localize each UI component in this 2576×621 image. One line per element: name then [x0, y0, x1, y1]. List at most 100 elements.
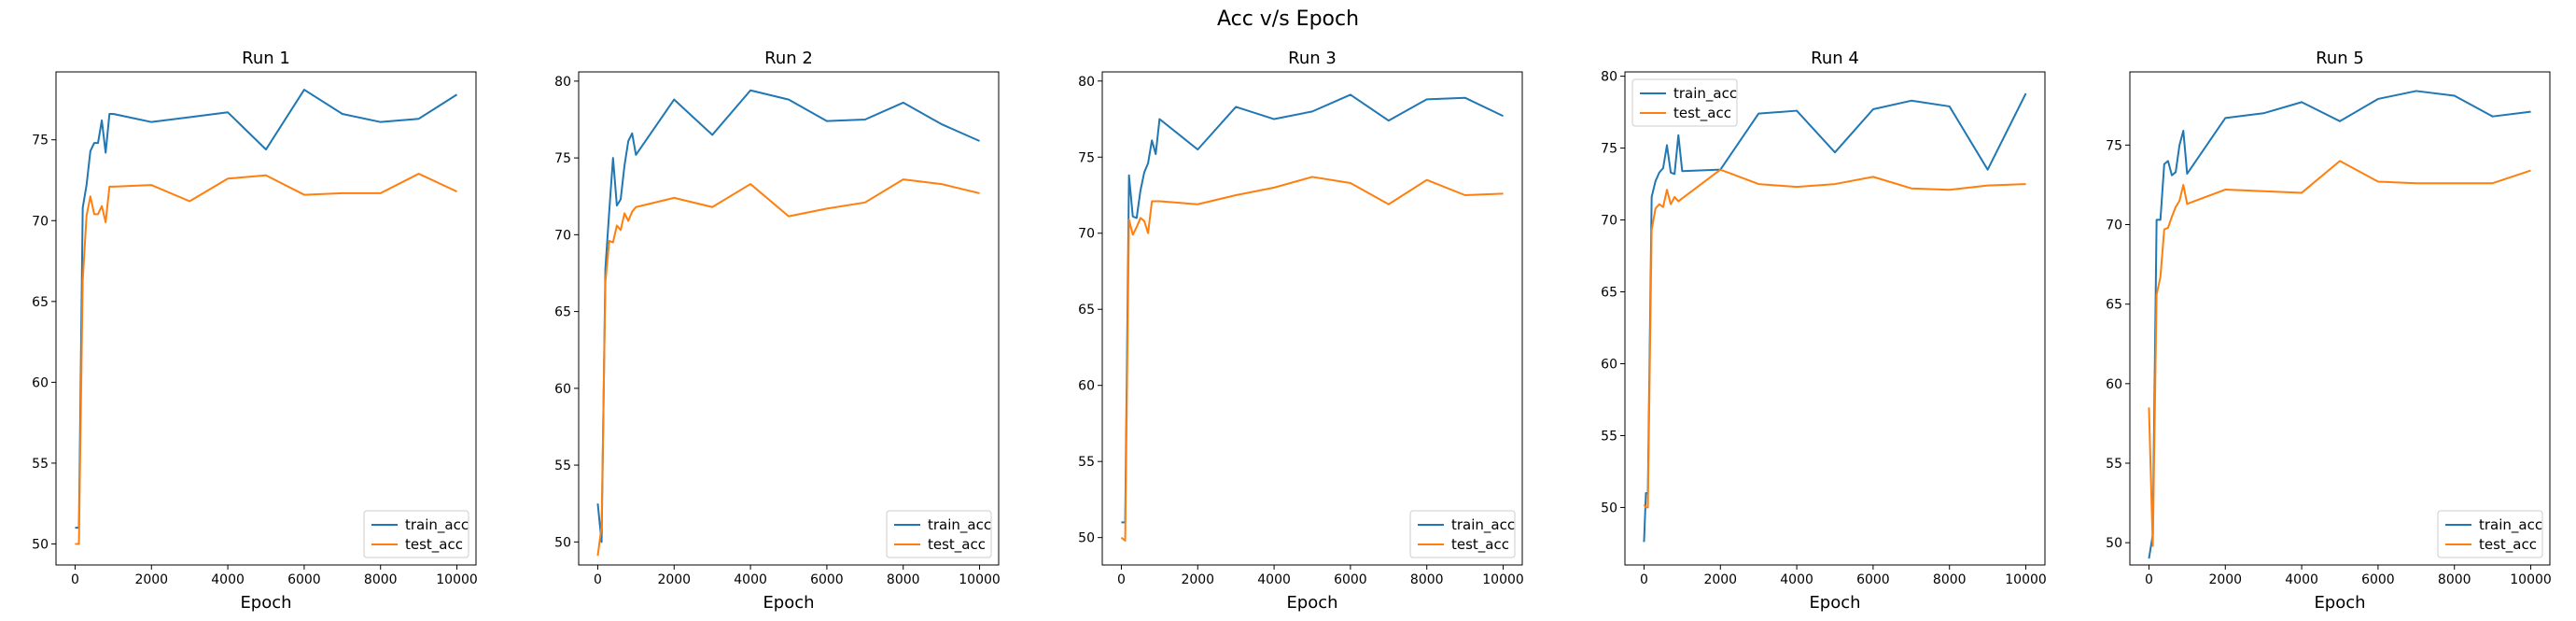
y-tick-label: 65 [1601, 286, 1617, 301]
y-tick-label: 65 [2106, 298, 2122, 313]
y-tick-label: 75 [1078, 150, 1095, 165]
y-tick-label: 60 [554, 382, 571, 397]
x-axis-label: Epoch [1286, 593, 1337, 613]
x-tick-label: 6000 [810, 572, 844, 587]
series-line-test-acc [75, 173, 457, 545]
y-tick-label: 55 [554, 459, 571, 473]
subplot-title: Run 1 [242, 49, 290, 68]
legend-label: train_acc [928, 516, 991, 534]
x-tick-label: 0 [594, 572, 602, 587]
legend: train_acc test_acc [2437, 510, 2543, 558]
y-tick-label: 75 [1601, 142, 1617, 157]
subplot-title: Run 3 [1288, 49, 1337, 68]
legend-box [1631, 78, 1738, 127]
x-tick-label: 0 [1117, 572, 1126, 587]
y-tick-label: 70 [2106, 219, 2122, 233]
y-tick-label: 70 [32, 214, 49, 229]
y-tick-label: 60 [1078, 379, 1095, 394]
x-tick-label: 8000 [2438, 572, 2471, 587]
y-tick-label: 55 [1078, 455, 1095, 470]
x-tick-label: 4000 [1780, 572, 1813, 587]
x-tick-label: 4000 [1257, 572, 1291, 587]
y-tick-label: 80 [554, 75, 571, 90]
y-tick-label: 75 [2106, 138, 2122, 153]
legend-label: train_acc [405, 516, 469, 534]
y-tick-label: 55 [1601, 429, 1617, 444]
legend: train_acc test_acc [886, 510, 992, 558]
y-tick-label: 50 [32, 537, 49, 552]
x-axis-label: Epoch [763, 593, 814, 613]
series-line-train-acc [75, 89, 458, 529]
y-tick-label: 65 [1078, 303, 1095, 318]
x-tick-label: 2000 [1703, 572, 1737, 587]
series-line-train-acc [1643, 92, 2027, 543]
series-line-train-acc [1121, 93, 1504, 524]
subplot-run-4: Run 4 0 2000 4000 6000 8000 10000 50 55 60 65 70 75 8… [1601, 49, 2047, 613]
y-tick-label: 50 [554, 535, 571, 550]
legend-label: test_acc [1673, 105, 1731, 122]
y-tick-label: 70 [1078, 227, 1095, 242]
x-axis-label: Epoch [2314, 593, 2365, 613]
x-tick-label: 6000 [1334, 572, 1367, 587]
figure-suptitle: Acc v/s Epoch [1217, 7, 1359, 31]
y-tick-label: 70 [1601, 214, 1617, 229]
y-tick-label: 70 [554, 228, 571, 243]
y-tick-label: 65 [554, 305, 571, 320]
legend-label: test_acc [1451, 536, 1509, 554]
x-tick-label: 6000 [287, 572, 321, 587]
x-tick-label: 6000 [2361, 572, 2395, 587]
x-tick-label: 10000 [436, 572, 478, 587]
y-tick-label: 75 [32, 134, 49, 148]
x-tick-label: 0 [1640, 572, 1648, 587]
y-tick-label: 50 [1601, 501, 1617, 515]
y-tick-label: 60 [2106, 377, 2122, 392]
subplot-title: Run 5 [2316, 49, 2364, 68]
y-tick-label: 50 [1078, 531, 1095, 546]
subplot-run-2: Run 2 0 2000 4000 6000 8000 10000 50 55 60 65 70 75 8… [554, 49, 1001, 613]
legend-box [1409, 510, 1516, 558]
x-tick-label: 8000 [1933, 572, 1967, 587]
x-tick-label: 10000 [1482, 572, 1524, 587]
x-tick-label: 6000 [1856, 572, 1890, 587]
x-tick-label: 2000 [134, 572, 168, 587]
legend-box [886, 510, 992, 558]
legend-box [2437, 510, 2543, 558]
subplot-run-5: Run 5 0 2000 4000 6000 8000 10000 50 55 60 65 70 75 E… [2106, 49, 2552, 613]
x-tick-label: 10000 [959, 572, 1001, 587]
y-tick-label: 55 [32, 457, 49, 472]
subplot-run-1: Run 1 0 2000 4000 6000 8000 10000 50 55 60 65 70 75 E… [32, 49, 478, 613]
x-tick-label: 10000 [2005, 572, 2047, 587]
y-tick-label: 60 [32, 375, 49, 390]
y-tick-label: 50 [2106, 536, 2122, 551]
subplot-run-3: Run 3 0 2000 4000 6000 8000 10000 50 55 60 65 70 75 8… [1078, 49, 1524, 613]
x-tick-label: 4000 [734, 572, 767, 587]
x-tick-label: 4000 [211, 572, 245, 587]
plot-area-frame [2129, 71, 2551, 566]
y-tick-label: 60 [1601, 357, 1617, 372]
x-axis-label: Epoch [1809, 593, 1860, 613]
series-line-train-acc [2148, 90, 2531, 559]
y-tick-label: 75 [554, 151, 571, 166]
x-tick-label: 0 [71, 572, 79, 587]
legend-label: train_acc [1673, 85, 1737, 103]
x-tick-label: 8000 [1410, 572, 1444, 587]
x-axis-label: Epoch [240, 593, 291, 613]
subplot-title: Run 2 [764, 49, 813, 68]
plot-area-frame [578, 71, 1000, 566]
legend: train_acc test_acc [1631, 78, 1738, 127]
legend-label: test_acc [2479, 536, 2537, 554]
x-tick-label: 2000 [657, 572, 691, 587]
x-tick-label: 10000 [2510, 572, 2552, 587]
y-tick-label: 80 [1601, 70, 1617, 85]
x-tick-label: 2000 [2208, 572, 2242, 587]
series-line-test-acc [1643, 168, 2026, 509]
legend-label: test_acc [405, 536, 463, 554]
y-tick-label: 55 [2106, 457, 2122, 472]
legend-label: train_acc [1451, 516, 1515, 534]
legend-label: test_acc [928, 536, 986, 554]
subplot-title: Run 4 [1811, 49, 1859, 68]
legend-label: train_acc [2479, 516, 2542, 534]
plot-area-frame [55, 71, 477, 566]
series-line-test-acc [596, 178, 980, 557]
